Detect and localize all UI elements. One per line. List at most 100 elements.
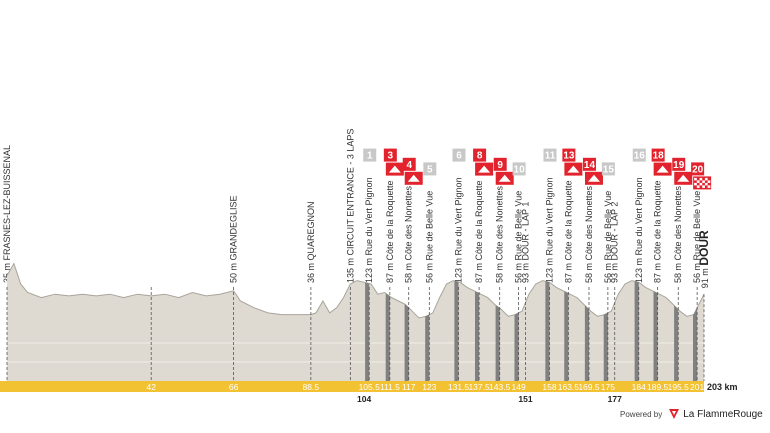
mountain-icon [498, 174, 511, 182]
flag-number-box [473, 148, 487, 162]
km-label: 105.5 [359, 382, 381, 392]
checker-square [696, 180, 700, 183]
km-label: 189.5 [647, 382, 669, 392]
waypoint-label: 58 m Côte des Nonettes [584, 185, 594, 283]
brand-text: La FlammeRouge [683, 408, 763, 420]
bottom-km-labels: 104 151 177 [357, 394, 622, 404]
flag-number-box [512, 162, 526, 176]
waypoint-label: 93 m DOUR - LAP 2 [610, 202, 620, 283]
climb-segment [495, 305, 500, 381]
flag-number: 5 [427, 164, 433, 175]
km-label: 137.5 [468, 382, 490, 392]
km-label: 88.5 [303, 382, 320, 392]
climb-flag-18: 18 [651, 148, 672, 176]
climb-flag-6: 6 [452, 148, 466, 162]
waypoint-label: 35 m FRASNES-LEZ-BUISSENAL [2, 145, 12, 283]
checker-square [696, 185, 700, 188]
km-label: 195.5 [668, 382, 690, 392]
climb-flag-16: 16 [632, 148, 646, 162]
flag-number: 20 [692, 164, 704, 175]
checker-square [702, 180, 705, 183]
waypoint-label: 56 m Rue de Belle Vue [692, 191, 702, 283]
km-label: 117 [402, 382, 416, 392]
waypoint-label: 87 m Côte de la Roquette [563, 180, 573, 283]
waypoint-label: 135 m CIRCUIT ENTRANCE - 3 LAPS [345, 129, 355, 283]
climb-flag-9: 9 [493, 157, 514, 185]
climb-segment [674, 305, 679, 381]
waypoint-label: 87 m Côte de la Roquette [653, 180, 663, 283]
flag-number: 3 [388, 151, 394, 162]
km-label: 66 [229, 382, 239, 392]
waypoint-label: 123 m Rue du Vert Pignon [454, 177, 464, 283]
flag-number: 11 [545, 151, 556, 162]
km-label: 143.5 [489, 382, 511, 392]
checker-square [699, 177, 703, 181]
checker-square [694, 182, 697, 186]
waypoint-label: 56 m Rue de Belle Vue [603, 191, 613, 283]
lap-km-label: 104 [357, 394, 371, 404]
flag-number: 19 [673, 160, 685, 171]
flag-number: 15 [603, 164, 615, 175]
flag-number: 4 [406, 160, 412, 171]
flag-number-box [543, 148, 557, 162]
km-label: 149 [511, 382, 525, 392]
waypoint-label: 123 m Rue du Vert Pignon [634, 177, 644, 283]
mountain-icon [388, 165, 401, 173]
km-label: 163.5 [558, 382, 580, 392]
flag-number: 13 [563, 151, 575, 162]
flag-number: 14 [584, 160, 596, 171]
flag-number: 16 [634, 151, 646, 162]
mountain-icon [478, 165, 491, 173]
flag-number: 1 [367, 151, 373, 162]
footer: Powered by La FlammeRouge [620, 404, 763, 424]
waypoint-label: 93 m DOUR - LAP 1 [520, 202, 530, 283]
waypoint-label: 58 m Côte des Nonettes [673, 185, 683, 283]
checker-square [694, 177, 697, 181]
mountain-icon [587, 174, 600, 182]
waypoint-label: 58 m Côte des Nonettes [495, 185, 505, 283]
climb-flag-10: 10 [512, 162, 526, 176]
waypoint-label: 87 m Côte de la Roquette [474, 180, 484, 283]
flamme-rouge-logo-icon [669, 409, 680, 419]
climb-flag-5: 5 [423, 162, 437, 176]
waypoint-label: 56 m Rue de Belle Vue [514, 191, 524, 283]
climb-segment [584, 305, 589, 381]
flag-number: 6 [456, 151, 462, 162]
climb-segment [385, 293, 390, 381]
checker-square [704, 177, 708, 181]
climb-segment [603, 312, 608, 381]
lap-km-label: 151 [518, 394, 532, 404]
flag-number-box [383, 148, 397, 162]
flag-number-box [582, 157, 596, 171]
flag-number-box [672, 157, 686, 171]
checker-square [702, 185, 705, 188]
climb-flag-1: 1 [363, 148, 377, 162]
waypoint-label: 56 m Rue de Belle Vue [424, 191, 434, 283]
flag-number-box [402, 157, 416, 171]
climb-flag-8: 8 [473, 148, 494, 176]
climb-flag-15: 15 [601, 162, 615, 176]
km-label: 158 [542, 382, 556, 392]
flag-number: 9 [497, 160, 503, 171]
climb-flag-14: 14 [582, 157, 603, 185]
climb-flag-3: 3 [383, 148, 404, 176]
checker-square [707, 180, 711, 183]
waypoint-label: 87 m Côte de la Roquette [385, 180, 395, 283]
km-label: 123 [422, 382, 436, 392]
km-label: 42 [146, 382, 156, 392]
flag-number-box [493, 157, 507, 171]
flag-number-box [601, 162, 615, 176]
flag-number-box [691, 162, 705, 176]
lap-km-label: 177 [608, 394, 622, 404]
waypoint-label: 123 m Rue du Vert Pignon [544, 177, 554, 283]
climb-segment [454, 280, 459, 381]
climb-flag-4: 4 [402, 157, 423, 185]
flag-number: 10 [514, 164, 526, 175]
flag-number-box [632, 148, 646, 162]
km-bar-strip [0, 381, 704, 392]
mountain-icon [677, 174, 690, 182]
climb-segment [514, 312, 519, 381]
mountain-icon [656, 165, 669, 173]
